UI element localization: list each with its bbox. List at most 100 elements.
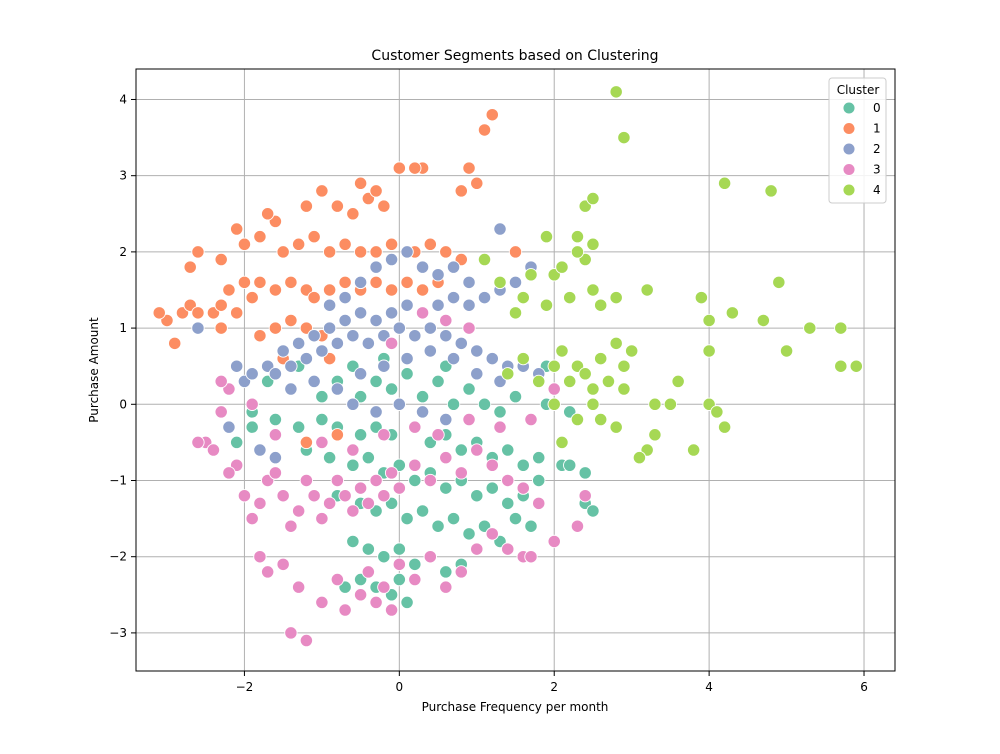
data-point — [384, 237, 399, 251]
y-axis-label: Purchase Amount — [87, 317, 101, 423]
data-point — [338, 313, 352, 328]
data-point — [369, 275, 383, 290]
y-tick-label: 0 — [119, 397, 127, 411]
data-point — [230, 306, 244, 320]
data-point — [315, 511, 329, 526]
data-point — [253, 229, 267, 244]
data-point — [392, 542, 406, 556]
data-point — [423, 550, 437, 564]
data-point — [454, 466, 468, 480]
data-point — [245, 367, 259, 381]
data-point — [237, 489, 252, 503]
data-point — [493, 275, 507, 290]
data-point — [384, 252, 399, 267]
data-point — [609, 420, 623, 434]
data-point — [338, 489, 352, 503]
data-point — [268, 428, 283, 442]
data-point — [400, 275, 414, 290]
data-point — [485, 458, 499, 472]
data-point — [532, 496, 546, 511]
data-point — [849, 359, 863, 373]
data-point — [539, 298, 554, 312]
data-point — [439, 245, 453, 259]
y-tick-label: 3 — [119, 169, 127, 183]
data-point — [338, 237, 352, 251]
data-point — [330, 336, 345, 350]
data-point — [230, 435, 244, 450]
series-cluster-3 — [191, 306, 592, 648]
data-point — [369, 260, 383, 274]
data-point — [439, 412, 453, 427]
data-point — [446, 511, 461, 526]
data-point — [516, 481, 530, 495]
data-point — [570, 229, 585, 244]
data-point — [555, 344, 569, 358]
data-point — [671, 374, 685, 389]
data-point — [361, 450, 375, 465]
data-point — [338, 290, 352, 305]
data-point — [214, 298, 228, 312]
data-point — [446, 260, 461, 274]
y-tick-label: −2 — [109, 550, 127, 564]
data-point — [230, 222, 244, 236]
data-point — [214, 252, 228, 267]
data-point — [524, 268, 538, 282]
data-point — [307, 229, 321, 244]
data-point — [563, 290, 577, 305]
data-point — [470, 443, 484, 457]
legend-label-2: 2 — [873, 142, 881, 156]
data-point — [222, 420, 236, 434]
data-point — [547, 359, 561, 373]
data-point — [462, 321, 476, 335]
data-point — [493, 420, 507, 434]
data-point — [454, 184, 468, 198]
data-point — [470, 542, 484, 556]
data-point — [245, 290, 259, 305]
data-point — [392, 161, 406, 175]
data-point — [501, 367, 515, 381]
data-point — [346, 534, 360, 549]
data-point — [508, 245, 523, 259]
data-point — [268, 450, 283, 465]
data-point — [439, 450, 453, 465]
data-point — [253, 275, 267, 290]
data-point — [245, 397, 259, 411]
data-point — [253, 496, 267, 511]
x-tick-label: −2 — [236, 680, 254, 694]
data-point — [346, 329, 360, 343]
data-point — [245, 511, 259, 526]
data-point — [485, 351, 499, 366]
data-point — [369, 595, 383, 610]
data-point — [377, 580, 391, 594]
data-point — [501, 473, 515, 488]
data-point — [346, 504, 360, 518]
legend-label-1: 1 — [873, 122, 881, 136]
data-point — [361, 336, 375, 350]
data-point — [586, 397, 600, 411]
data-point — [632, 450, 647, 465]
data-point — [346, 443, 360, 457]
data-point — [539, 229, 554, 244]
data-point — [439, 313, 453, 328]
data-point — [408, 473, 422, 488]
data-point — [431, 374, 445, 389]
legend-items: 0 1 2 3 4 — [842, 101, 881, 197]
data-point — [648, 397, 662, 411]
data-point — [284, 382, 298, 396]
data-point — [586, 382, 600, 396]
data-point — [648, 428, 662, 442]
data-point — [377, 550, 391, 564]
data-point — [462, 275, 476, 290]
data-point — [322, 321, 337, 335]
data-point — [803, 321, 817, 335]
data-point — [222, 466, 236, 480]
data-point — [532, 473, 546, 488]
data-point — [470, 176, 484, 190]
data-point — [508, 275, 523, 290]
data-point — [462, 412, 476, 427]
data-point — [462, 161, 476, 175]
data-point — [384, 336, 399, 350]
data-point — [756, 313, 770, 328]
data-point — [439, 580, 453, 594]
data-point — [361, 542, 375, 556]
